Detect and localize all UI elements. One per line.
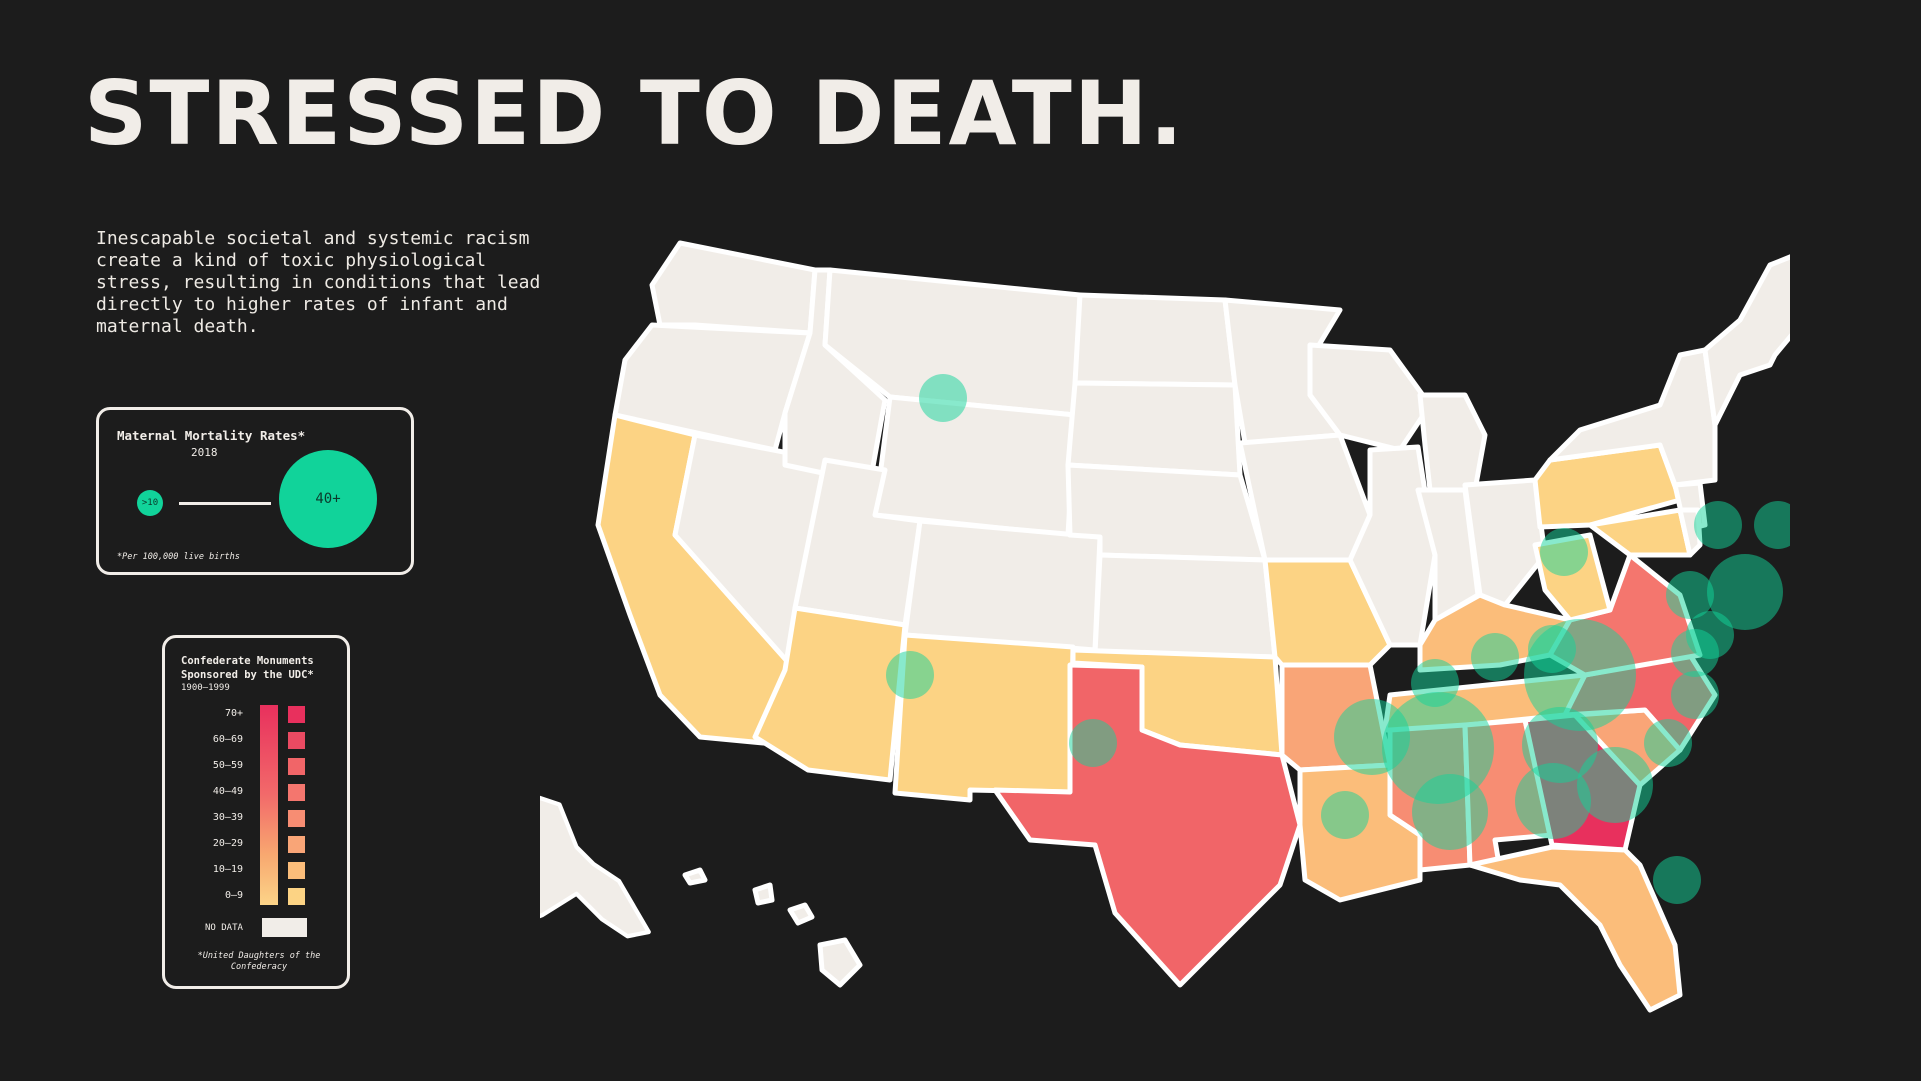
mortality-bubble-tx (1321, 791, 1369, 839)
mortality-bubble-pa (1666, 571, 1714, 619)
state-co (902, 518, 1103, 653)
legend-swatch (288, 784, 305, 801)
mortality-bubble-az (1069, 719, 1117, 767)
monuments-legend-years: 1900–1999 (181, 683, 230, 693)
mortality-bubble-ga (1577, 747, 1653, 823)
mortality-bubble-ny (1694, 501, 1742, 549)
state-new-england (1702, 254, 1790, 428)
legend-swatch (288, 888, 305, 905)
monuments-legend: Confederate Monuments Sponsored by the U… (162, 635, 350, 989)
monuments-legend-title: Confederate Monuments Sponsored by the U… (181, 655, 314, 681)
mortality-small-bubble: >10 (137, 490, 163, 516)
us-map (540, 240, 1790, 1013)
legend-swatch (288, 758, 305, 775)
legend-swatch (288, 732, 305, 749)
state-ks (1092, 552, 1278, 660)
mortality-bubble-nj (1707, 554, 1783, 630)
mortality-bubble-al (1515, 763, 1591, 839)
monuments-gradient-bar (260, 705, 278, 905)
legend-label: 30–39 (212, 812, 243, 823)
legend-swatch (288, 810, 305, 827)
mortality-legend: Maternal Mortality Rates* 2018 >10 40+ *… (96, 407, 414, 575)
mortality-bubble-mo (1411, 659, 1459, 707)
mortality-bubble-new-england (1754, 501, 1790, 549)
state-wa (649, 240, 818, 336)
legend-label: 0–9 (224, 890, 243, 901)
states-layer (540, 240, 1790, 1013)
state-nd (1072, 292, 1238, 388)
mortality-bubble-il (1471, 633, 1519, 681)
legend-label: 50–59 (212, 760, 243, 771)
legend-row-50-59: 50–59 (165, 758, 345, 778)
mortality-bubble-fl (1653, 856, 1701, 904)
legend-label: 20–29 (212, 838, 243, 849)
legend-row-40-49: 40–49 (165, 784, 345, 804)
mortality-legend-footnote: *Per 100,000 live births (117, 552, 240, 562)
state-il (1347, 444, 1438, 648)
mortality-bubble-tn (1522, 707, 1598, 783)
mortality-bubble-mi (1540, 528, 1588, 576)
legend-row-60-69: 60–69 (165, 732, 345, 752)
legend-swatch (288, 836, 305, 853)
mortality-bubble-ar (1382, 692, 1494, 804)
legend-swatch (288, 706, 305, 723)
state-ak (540, 795, 651, 939)
legend-swatch (288, 862, 305, 879)
state-hi (682, 867, 863, 988)
page-title: STRESSED TO DEATH. (84, 62, 1185, 165)
mortality-bubble-nc (1671, 671, 1719, 719)
legend-row-10-19: 10–19 (165, 862, 345, 882)
mortality-bubbles-layer (886, 374, 1790, 904)
state-nm (892, 632, 1076, 803)
legend-label: 40–49 (212, 786, 243, 797)
legend-row-70plus: 70+ (165, 706, 345, 726)
legend-row-20-29: 20–29 (165, 836, 345, 856)
mortality-bubble-wa (919, 374, 967, 422)
legend-no-data-label: NO DATA (205, 923, 243, 933)
mortality-large-bubble: 40+ (279, 450, 377, 548)
mortality-bubble-sc (1644, 719, 1692, 767)
state-mi (1417, 392, 1488, 493)
mortality-bubble-la (1412, 774, 1488, 850)
legend-row-0-9: 0–9 (165, 888, 345, 908)
state-fl (1467, 844, 1683, 1013)
mortality-bubble-ca (886, 651, 934, 699)
legend-label: 70+ (224, 708, 243, 719)
mortality-scale-line (179, 502, 271, 505)
state-sd (1065, 380, 1243, 478)
intro-paragraph: Inescapable societal and systemic racism… (96, 228, 541, 337)
mortality-legend-title: Maternal Mortality Rates* (117, 428, 306, 443)
legend-label: 60–69 (212, 734, 243, 745)
state-oh (1462, 477, 1548, 608)
mortality-bubble-de (1686, 611, 1734, 659)
state-ne (1065, 462, 1268, 563)
mortality-bubble-ky (1524, 619, 1636, 731)
legend-row-30-39: 30–39 (165, 810, 345, 830)
monuments-legend-footnote: *United Daughters of the Confederacy (197, 951, 321, 972)
mortality-legend-year: 2018 (191, 446, 218, 459)
state-wy (872, 394, 1078, 538)
legend-no-data-swatch (262, 918, 307, 937)
legend-label: 10–19 (212, 864, 243, 875)
state-ia (1237, 432, 1373, 563)
